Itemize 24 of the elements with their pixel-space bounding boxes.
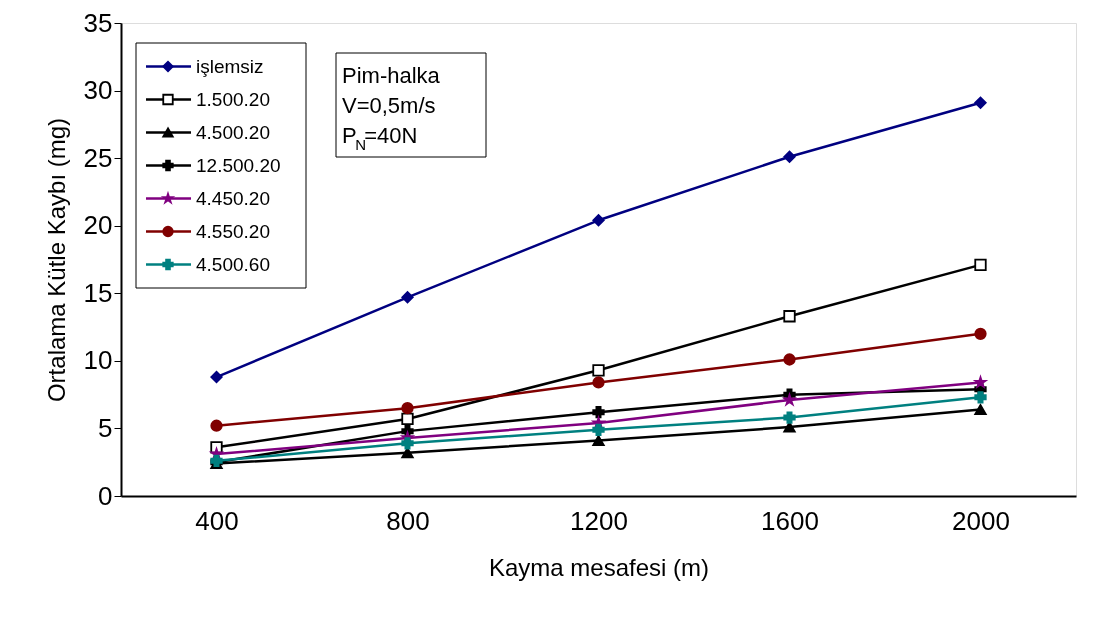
y-tick-label: 10 bbox=[83, 345, 113, 376]
legend-label: işlemsiz bbox=[196, 55, 264, 77]
x-tick-label: 800 bbox=[386, 505, 430, 536]
legend-label: 4.500.20 bbox=[196, 121, 270, 143]
y-tick-label: 20 bbox=[83, 210, 113, 241]
y-tick-label: 25 bbox=[83, 142, 113, 173]
legend-label: 12.500.20 bbox=[196, 154, 281, 176]
y-tick-label: 0 bbox=[98, 480, 113, 511]
y-tick-label: 15 bbox=[83, 277, 113, 308]
x-tick-label: 2000 bbox=[952, 505, 1010, 536]
y-tick-label: 5 bbox=[98, 412, 113, 443]
x-tick-label: 1600 bbox=[761, 505, 819, 536]
legend-label: 1.500.20 bbox=[196, 88, 270, 110]
x-tick-label: 400 bbox=[195, 505, 239, 536]
annotation: Pim-halka bbox=[342, 63, 441, 88]
legend-label: 4.450.20 bbox=[196, 187, 270, 209]
x-tick-label: 1200 bbox=[570, 505, 628, 536]
legend-label: 4.500.60 bbox=[196, 253, 270, 275]
y-tick-label: 30 bbox=[83, 75, 113, 106]
x-axis-title: Kayma mesafesi (m) bbox=[488, 553, 710, 581]
annotation: V=0,5m/s bbox=[342, 93, 436, 118]
legend-label: 4.550.20 bbox=[196, 220, 270, 242]
y-tick-label: 35 bbox=[83, 7, 113, 38]
y-axis-title: Ortalama Kütle Kaybı (mg) bbox=[42, 117, 70, 403]
